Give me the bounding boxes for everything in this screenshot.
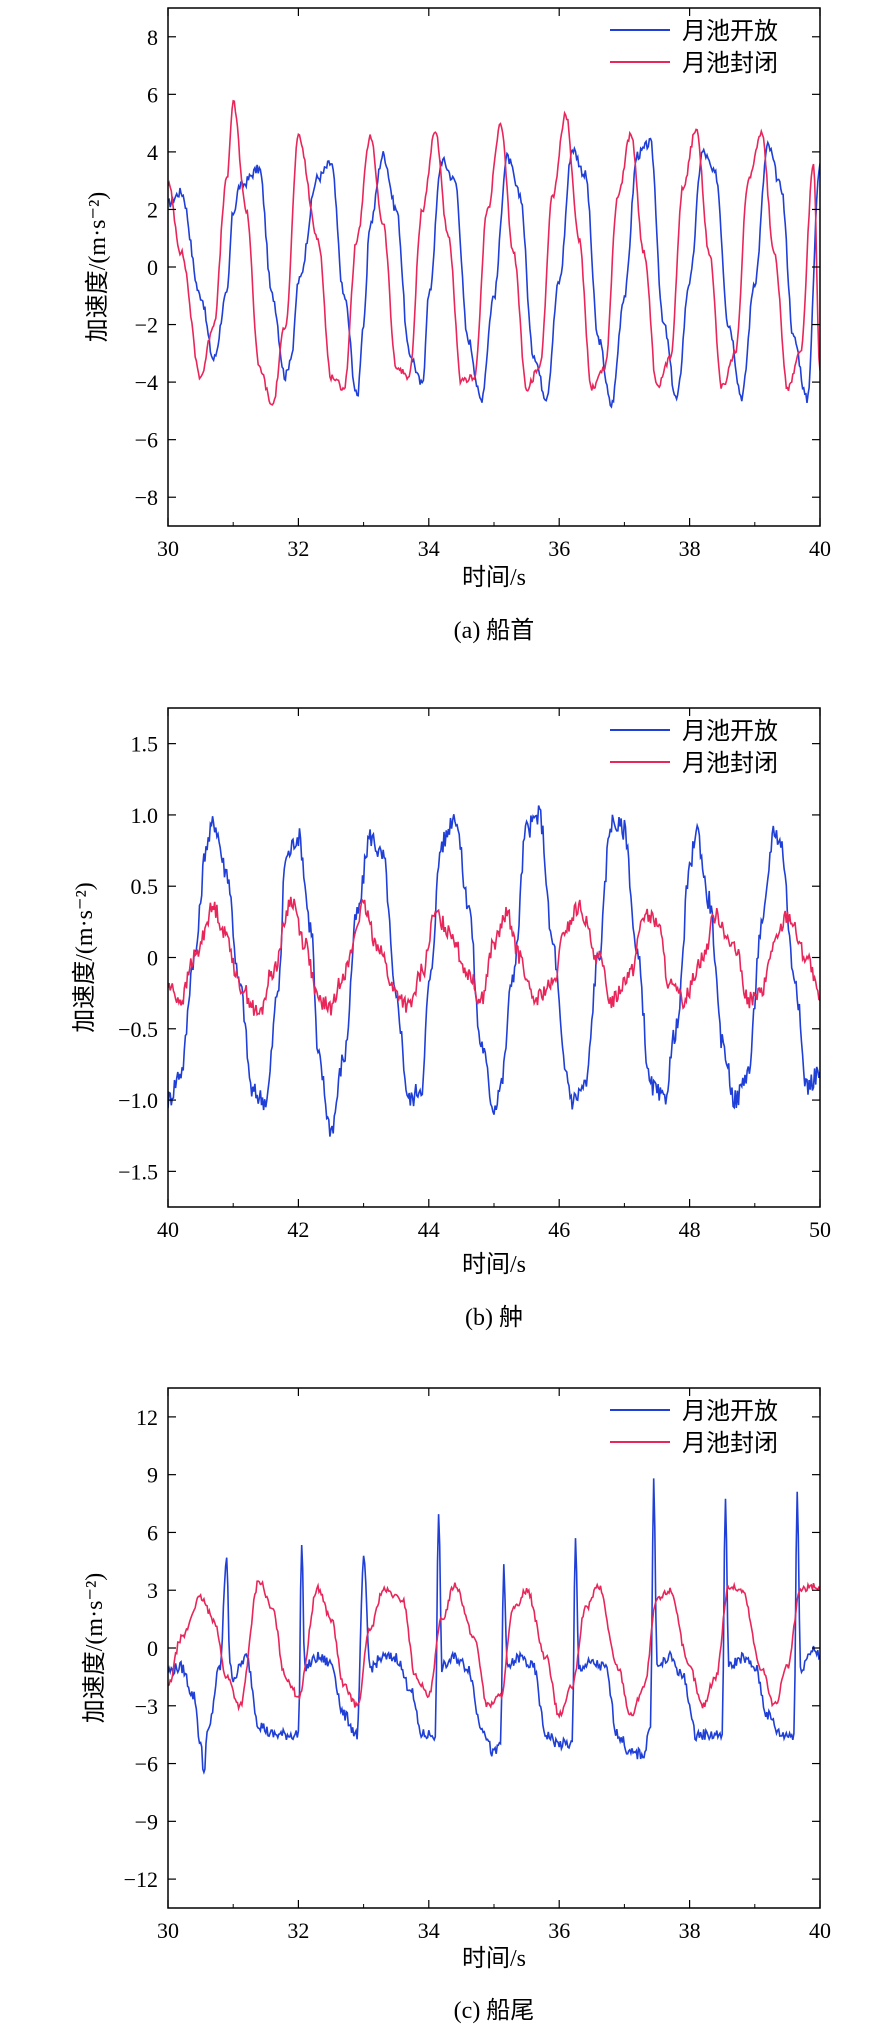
plot-frame bbox=[167, 7, 821, 527]
panel-caption: (a) 船首 bbox=[454, 617, 535, 644]
x-tick-label: 38 bbox=[679, 1918, 701, 1943]
x-tick-label: 42 bbox=[287, 1217, 309, 1242]
figure-panel-c: 30 32 34 36 38 40 −12 −9 −6 −3 0 3 6 9 12 月池开放 月池封闭 时间/s 加… bbox=[0, 1380, 886, 2030]
panel-caption: (c) 船尾 bbox=[454, 1997, 535, 2024]
x-tick-label: 32 bbox=[287, 536, 309, 561]
y-tick-label: 4 bbox=[147, 140, 158, 165]
series-line-open bbox=[168, 805, 820, 1137]
x-tick-label: 40 bbox=[809, 536, 831, 561]
plot-frame bbox=[167, 707, 821, 1208]
x-tick-label: 40 bbox=[157, 1217, 179, 1242]
y-tick-label: 2 bbox=[147, 197, 158, 222]
x-tick-label: 38 bbox=[679, 536, 701, 561]
x-tick-label: 36 bbox=[548, 536, 570, 561]
x-tick-label: 34 bbox=[418, 1918, 440, 1943]
x-tick-label: 36 bbox=[548, 1918, 570, 1943]
x-tick-label: 48 bbox=[679, 1217, 701, 1242]
y-tick-label: 0 bbox=[147, 946, 158, 971]
y-tick-label: −4 bbox=[135, 370, 158, 395]
x-tick-label: 40 bbox=[809, 1918, 831, 1943]
x-tick-label: 44 bbox=[418, 1217, 440, 1242]
series-line-open bbox=[168, 1478, 820, 1775]
figure-panel-b: 40 42 44 46 48 50 −1.5 −1.0 −0.5 0 0.5 1.0 1.5 月池开放月池… bbox=[0, 680, 886, 1331]
y-axis-label: 加速度/(m·s⁻²) bbox=[81, 1573, 108, 1724]
x-tick-label: 34 bbox=[418, 536, 440, 561]
legend-label: 月池封闭 bbox=[682, 49, 778, 77]
y-tick-label: 12 bbox=[136, 1405, 158, 1430]
plot-frame bbox=[167, 1387, 821, 1909]
legend-label: 月池封闭 bbox=[682, 749, 778, 777]
y-axis-label: 加速度/(m·s⁻²) bbox=[84, 192, 111, 343]
x-axis-label: 时间/s bbox=[462, 564, 526, 591]
plot-area bbox=[168, 1478, 820, 1775]
legend-label: 月池封闭 bbox=[682, 1429, 778, 1457]
x-axis-label: 时间/s bbox=[462, 1251, 526, 1278]
y-tick-label: 1.5 bbox=[131, 732, 159, 757]
y-tick-label: −0.5 bbox=[118, 1017, 158, 1042]
y-tick-label: −6 bbox=[135, 428, 158, 453]
x-axis-label: 时间/s bbox=[462, 1945, 526, 1972]
x-tick-label: 32 bbox=[287, 1918, 309, 1943]
y-tick-label: 6 bbox=[147, 82, 158, 107]
y-tick-label: −9 bbox=[135, 1809, 158, 1834]
series-line-closed bbox=[168, 896, 820, 1017]
legend-label: 月池开放 bbox=[682, 1397, 778, 1425]
series-line-closed bbox=[168, 99, 820, 406]
x-tick-label: 50 bbox=[809, 1217, 831, 1242]
y-tick-label: −6 bbox=[135, 1752, 158, 1777]
plot-area bbox=[168, 99, 820, 409]
y-tick-label: −1.5 bbox=[118, 1159, 158, 1184]
y-tick-label: 1.0 bbox=[131, 803, 159, 828]
x-tick-label: 30 bbox=[157, 536, 179, 561]
panel-caption: (b) 舯 bbox=[465, 1304, 523, 1331]
y-tick-label: 0 bbox=[147, 1636, 158, 1661]
x-tick-label: 30 bbox=[157, 1918, 179, 1943]
y-tick-label: −8 bbox=[135, 485, 158, 510]
chart-b: 40 42 44 46 48 50 −1.5 −1.0 −0.5 0 0.5 1.0 1.5 月池开放月池… bbox=[71, 707, 831, 1331]
y-tick-label: 8 bbox=[147, 25, 158, 50]
legend-label: 月池开放 bbox=[682, 717, 778, 745]
series-line-open bbox=[168, 137, 820, 409]
y-tick-label: −3 bbox=[135, 1694, 158, 1719]
y-tick-label: 3 bbox=[147, 1578, 158, 1603]
y-tick-label: 0 bbox=[147, 255, 158, 280]
y-tick-label: −1.0 bbox=[118, 1088, 158, 1113]
y-tick-label: 9 bbox=[147, 1463, 158, 1488]
series-line-closed bbox=[168, 1579, 820, 1720]
y-tick-label: 6 bbox=[147, 1520, 158, 1545]
x-tick-label: 46 bbox=[548, 1217, 570, 1242]
y-tick-label: −2 bbox=[135, 313, 158, 338]
plot-area bbox=[168, 805, 820, 1137]
legend-label: 月池开放 bbox=[682, 17, 778, 45]
y-tick-label: −12 bbox=[124, 1867, 158, 1892]
figure-panel-a: 30 32 34 36 38 40 −8 −6 −4 −2 0 2 4 6 8 月池开放月池封闭时间/s 加速度… bbox=[0, 0, 886, 650]
y-axis-label: 加速度/(m·s⁻²) bbox=[71, 882, 98, 1033]
y-tick-label: 0.5 bbox=[131, 874, 159, 899]
